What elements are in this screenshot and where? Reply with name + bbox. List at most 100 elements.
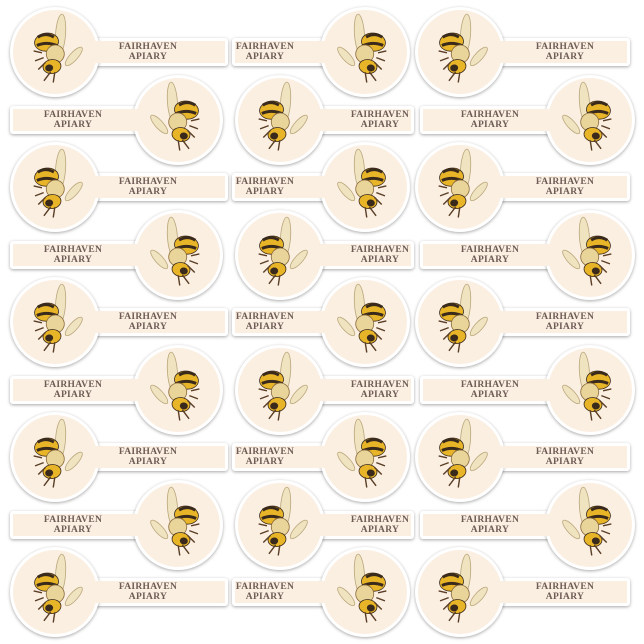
- label-line-1: FAIRHAVEN: [235, 447, 295, 457]
- sticker-circle: [415, 7, 505, 97]
- sticker-circle: [10, 547, 100, 637]
- sticker-label: FAIRHAVEN APIARY: [93, 177, 203, 197]
- sticker-circle: [320, 412, 410, 502]
- sticker-label: FAIRHAVEN APIARY: [210, 42, 320, 62]
- bee-icon: [150, 81, 200, 151]
- label-line-2: APIARY: [470, 254, 510, 265]
- sticker-circle: [545, 479, 635, 570]
- sticker-circle: [133, 74, 223, 165]
- bee-icon: [258, 81, 308, 151]
- bee-icon: [258, 486, 308, 556]
- label-line-1: FAIRHAVEN: [118, 177, 178, 187]
- bee-icon: [337, 553, 387, 623]
- sticker-label: FAIRHAVEN APIARY: [210, 177, 320, 197]
- sticker-label: FAIRHAVEN APIARY: [18, 110, 128, 130]
- label-line-1: FAIRHAVEN: [235, 42, 295, 52]
- sticker-strip: [280, 510, 414, 539]
- label-line-1: FAIRHAVEN: [43, 109, 103, 120]
- sticker-circle: [415, 547, 505, 637]
- sticker-strip: [460, 578, 630, 606]
- sticker-circle: [415, 412, 505, 502]
- sticker-circle: [415, 277, 505, 367]
- sticker-circle: [545, 209, 635, 300]
- sticker-circle: [545, 344, 635, 435]
- sticker-label: FAIRHAVEN APIARY: [18, 380, 128, 400]
- sticker-strip: [232, 38, 365, 66]
- bee-icon: [258, 351, 308, 421]
- sticker-circle: [235, 479, 325, 570]
- bee-icon: [438, 283, 488, 353]
- label-line-2: APIARY: [128, 322, 168, 332]
- sticker-label: FAIRHAVEN APIARY: [435, 110, 545, 130]
- sticker-strip: [232, 578, 365, 606]
- label-line-2: APIARY: [245, 322, 285, 332]
- label-line-2: APIARY: [128, 52, 168, 62]
- sticker-strip: [232, 443, 365, 471]
- label-line-2: APIARY: [53, 254, 93, 265]
- bee-icon: [438, 13, 488, 83]
- label-line-1: FAIRHAVEN: [535, 447, 595, 457]
- sticker-strip: [10, 105, 178, 134]
- sticker-label: FAIRHAVEN APIARY: [325, 110, 435, 130]
- sticker-label: FAIRHAVEN APIARY: [510, 447, 620, 467]
- label-line-2: APIARY: [128, 592, 168, 602]
- label-line-2: APIARY: [245, 187, 285, 197]
- sticker-label: FAIRHAVEN APIARY: [510, 312, 620, 332]
- label-line-2: APIARY: [545, 457, 585, 467]
- label-line-2: APIARY: [245, 592, 285, 602]
- label-line-2: APIARY: [545, 52, 585, 62]
- sticker-label: FAIRHAVEN APIARY: [18, 515, 128, 535]
- label-line-1: FAIRHAVEN: [350, 109, 410, 120]
- label-line-1: FAIRHAVEN: [460, 244, 520, 255]
- label-line-1: FAIRHAVEN: [235, 582, 295, 592]
- sticker-circle: [320, 547, 410, 637]
- label-line-1: FAIRHAVEN: [43, 244, 103, 255]
- sticker-circle: [10, 277, 100, 367]
- label-line-1: FAIRHAVEN: [43, 514, 103, 525]
- label-line-1: FAIRHAVEN: [460, 514, 520, 525]
- bee-icon: [337, 13, 387, 83]
- sticker-strip: [280, 240, 414, 269]
- sticker-label: FAIRHAVEN APIARY: [510, 177, 620, 197]
- sticker-circle: [235, 344, 325, 435]
- bee-icon: [337, 418, 387, 488]
- sticker-strip: [232, 173, 365, 201]
- label-line-2: APIARY: [245, 457, 285, 467]
- sticker-strip: [280, 375, 414, 404]
- label-line-2: APIARY: [545, 592, 585, 602]
- sticker-circle: [545, 74, 635, 165]
- label-line-2: APIARY: [360, 119, 400, 130]
- sticker-circle: [235, 209, 325, 300]
- bee-icon: [438, 418, 488, 488]
- sticker-label: FAIRHAVEN APIARY: [93, 582, 203, 602]
- sticker-circle: [415, 142, 505, 232]
- sticker-strip: [55, 578, 228, 606]
- sticker-circle: [133, 344, 223, 435]
- sticker-strip: [232, 308, 365, 336]
- label-line-1: FAIRHAVEN: [535, 42, 595, 52]
- label-line-2: APIARY: [53, 119, 93, 130]
- bee-icon: [438, 148, 488, 218]
- label-line-1: FAIRHAVEN: [118, 447, 178, 457]
- sticker-strip: [460, 173, 630, 201]
- bee-icon: [33, 148, 83, 218]
